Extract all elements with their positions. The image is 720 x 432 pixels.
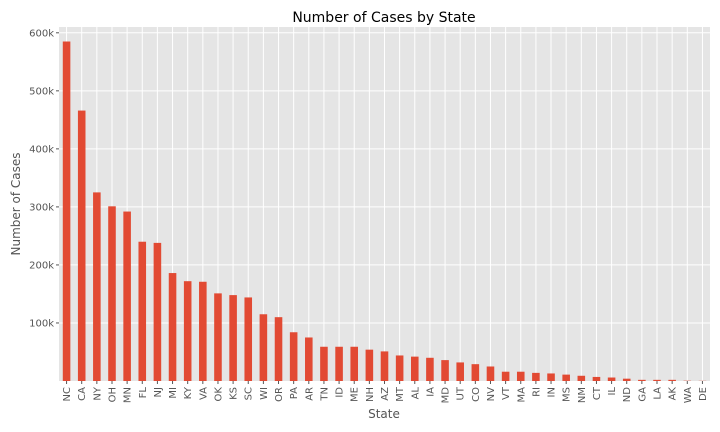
x-tick-label: WA [683, 387, 694, 403]
bar-id [335, 346, 343, 381]
x-tick-label: NJ [153, 387, 164, 397]
bar-nh [365, 349, 374, 381]
bar-il [607, 377, 616, 381]
x-tick-label: UT [456, 386, 467, 400]
bar-ma [516, 371, 525, 381]
bar-nc [62, 41, 71, 381]
chart-title: Number of Cases by State [292, 10, 475, 26]
x-tick-label: AR [304, 387, 315, 401]
bar-sc [244, 297, 253, 381]
bar-az [380, 351, 389, 381]
x-tick-label: LA [653, 387, 664, 400]
bar-va [199, 281, 207, 381]
bar-ak [668, 379, 676, 381]
bar-nd [622, 378, 631, 381]
x-tick-label: CA [77, 387, 88, 401]
bar-ms [562, 374, 570, 381]
bar-nv [486, 366, 495, 381]
x-tick-label: MS [562, 387, 573, 402]
x-tick-label: NY [92, 386, 103, 400]
x-tick-label: OH [107, 387, 118, 402]
bar-mi [168, 273, 177, 381]
x-tick-label: MT [395, 386, 406, 402]
bar-mt [395, 355, 404, 381]
bar-in [547, 373, 555, 381]
x-tick-label: ID [335, 387, 346, 398]
x-tick-label: NH [365, 387, 376, 402]
x-tick-label: FL [138, 387, 149, 399]
bar-ca [77, 110, 86, 382]
x-tick-label: NC [62, 387, 73, 401]
bar-or [274, 317, 283, 381]
x-tick-label: MN [123, 387, 134, 403]
bar-ut [456, 362, 464, 381]
x-tick-label: GA [637, 387, 648, 402]
bar-ct [592, 376, 601, 381]
x-tick-label: OR [274, 387, 285, 402]
bar-ks [229, 295, 237, 381]
bar-nm [577, 375, 586, 381]
bar-ar [305, 337, 313, 381]
bar-pa [289, 332, 298, 381]
x-tick-label: IN [547, 387, 558, 397]
x-tick-label: KS [229, 387, 240, 400]
x-axis-title: State [368, 407, 400, 421]
bar-ga [638, 379, 646, 381]
y-tick-label: 300k [29, 202, 54, 213]
x-tick-label: IA [425, 387, 436, 397]
x-tick-label: NM [577, 387, 588, 403]
bar-ky [183, 281, 192, 381]
x-tick-label: PA [289, 387, 300, 399]
bar-wi [259, 314, 268, 381]
bar-vt [501, 371, 510, 381]
x-tick-label: MI [168, 387, 179, 399]
y-tick-label: 100k [29, 318, 54, 329]
x-tick-label: WI [259, 387, 270, 400]
x-tick-label: MA [516, 387, 527, 403]
x-tick-label: ME [350, 387, 361, 402]
x-tick-label: CO [471, 387, 482, 402]
y-tick-label: 600k [29, 28, 54, 39]
bar-mn [123, 211, 131, 381]
x-tick-label: RI [531, 387, 542, 397]
y-tick-label: 500k [29, 86, 54, 97]
bar-ri [532, 372, 540, 381]
y-tick-label: 200k [29, 260, 54, 271]
x-tick-label: AL [410, 387, 421, 400]
bar-me [350, 346, 359, 381]
bar-fl [138, 241, 147, 381]
x-tick-label: SC [244, 387, 255, 400]
x-tick-label: AK [668, 387, 679, 401]
x-tick-label: DE [698, 387, 709, 401]
x-tick-label: AZ [380, 387, 391, 401]
x-tick-label: IL [607, 387, 618, 396]
y-tick-label: 400k [29, 144, 54, 155]
bar-ok [214, 293, 222, 381]
x-tick-label: NV [486, 387, 497, 401]
bar-co [471, 364, 480, 381]
bar-nj [153, 242, 162, 381]
x-tick-label: VT [501, 386, 512, 400]
bar-tn [320, 346, 328, 381]
bar-md [441, 360, 449, 381]
x-tick-label: MD [441, 387, 452, 404]
x-tick-label: ND [622, 387, 633, 402]
y-axis-title: Number of Cases [9, 152, 23, 255]
x-tick-label: KY [183, 386, 194, 399]
bar-oh [108, 206, 116, 381]
bar-al [410, 356, 419, 381]
x-tick-label: CT [592, 386, 603, 400]
x-tick-label: TN [319, 387, 330, 402]
bar-la [653, 379, 661, 381]
bar-ia [426, 357, 434, 381]
bar-ny [93, 192, 101, 381]
x-tick-label: OK [213, 387, 224, 402]
x-tick-label: VA [198, 387, 209, 400]
